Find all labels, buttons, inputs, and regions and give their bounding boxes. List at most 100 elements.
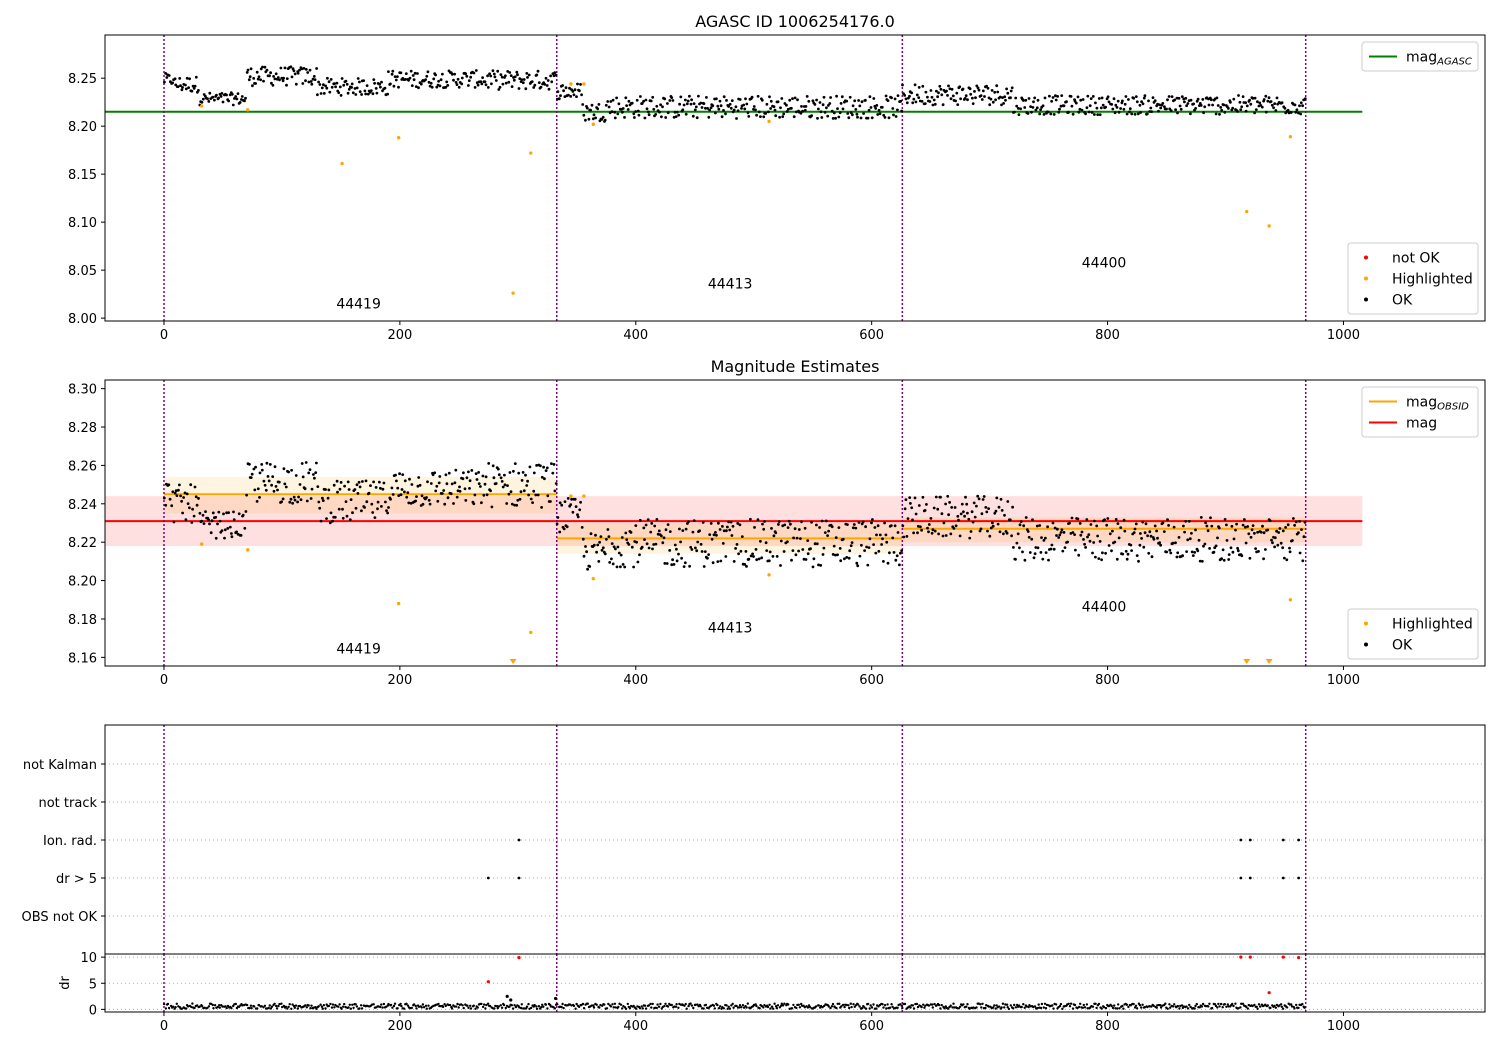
panel-estimates-ok-point	[1183, 530, 1186, 534]
panel-dr-point	[355, 1005, 359, 1008]
panel-estimates-ok-point	[668, 549, 672, 552]
panel-mag-ok-point	[851, 104, 855, 108]
panel-estimates-ok-point	[1142, 545, 1146, 549]
panel-dr-point	[1138, 1004, 1142, 1007]
panel-dr-point	[263, 1004, 267, 1007]
panel-estimates-ok-point	[1244, 525, 1247, 529]
panel-estimates-ok-point	[747, 557, 751, 561]
panel-dr-point	[1259, 1005, 1262, 1008]
panel-mag-ok-point	[269, 71, 272, 75]
panel-estimates-ok-point	[880, 543, 883, 546]
panel-mag-ok-point	[1014, 96, 1018, 100]
panel-estimates-ok-point	[801, 548, 805, 551]
panel-dr-point	[726, 1007, 729, 1010]
panel-dr-point	[354, 1003, 357, 1006]
panel-estimates-ok-point	[967, 517, 971, 521]
panel-mag-ok-point	[742, 103, 746, 107]
panel-mag-ok-point	[454, 81, 458, 84]
panel-dr-point	[1114, 1007, 1117, 1010]
panel-estimates-ok-point	[712, 533, 716, 537]
panel-mag-ok-point	[779, 106, 782, 110]
panel-estimates-ok-point	[867, 546, 871, 549]
panel-dr-point	[417, 1005, 421, 1008]
panel-mag-ok-point	[498, 85, 502, 89]
panel-estimates-below-range-marker	[1265, 659, 1273, 664]
panel-dr-point	[817, 1004, 820, 1007]
panel-estimates-ok-point	[763, 520, 766, 523]
panel-mag-ok-point	[481, 76, 484, 79]
panel-mag-ok-point	[517, 87, 521, 90]
panel-mag-ok-point	[500, 75, 504, 79]
panel-mag-ok-point	[926, 95, 929, 99]
panel-estimates-ok-point	[1066, 540, 1069, 544]
panel-mag-ok-point	[831, 117, 835, 120]
panel-dr-point	[1097, 1002, 1101, 1006]
panel-estimates-ok-point	[1139, 532, 1142, 535]
panel-estimates-ok-point	[1098, 540, 1102, 543]
panel-estimates-ok-point	[644, 523, 648, 527]
panel-mag-ok-point	[920, 99, 924, 103]
panel-mag-ok-point	[309, 80, 313, 83]
panel-mag-highlighted-point	[529, 151, 533, 155]
panel-estimates-ok-point	[1036, 546, 1040, 550]
panel-estimates-ok-point	[1293, 523, 1296, 527]
panel-estimates-ok-point	[1297, 531, 1300, 535]
panel-estimates-ok-point	[473, 493, 477, 497]
panel-estimates-ok-point	[443, 502, 447, 506]
panel-mag-ok-point	[206, 97, 209, 101]
panel-mag-ok-point	[755, 113, 758, 117]
panel-estimates-ok-point	[358, 485, 362, 489]
panel-estimates-ok-point	[603, 552, 607, 556]
panel-estimates-ok-point	[397, 494, 401, 497]
panel-mag-ok-point	[734, 105, 738, 109]
panel-mag-ok-point	[1147, 99, 1150, 103]
panel-mag-ok-point	[1239, 108, 1243, 111]
panel-estimates-ok-point	[809, 547, 812, 551]
panel-estimates-ok-point	[1240, 554, 1244, 558]
panel-estimates-ok-point	[838, 547, 842, 550]
panel-dr-point	[1171, 1005, 1175, 1008]
panel-mag-ok-point	[607, 105, 611, 109]
panel-estimates-ok-point	[483, 482, 487, 486]
panel-estimates-ok-point	[987, 507, 990, 510]
panel-estimates-ok-point	[999, 497, 1003, 501]
panel-estimates-ok-point	[1132, 531, 1136, 534]
panel-mag-ok-point	[1091, 95, 1095, 98]
panel-estimates-ok-point	[1193, 551, 1197, 554]
panel-mag-ok-point	[711, 104, 715, 108]
panel-estimates-ok-point	[606, 528, 610, 531]
panel-estimates-ok-point	[875, 533, 878, 537]
panel-mag-ok-point	[632, 112, 636, 116]
panel-estimates-ok-point	[731, 524, 735, 528]
panel-estimates-ok-point	[933, 529, 937, 533]
panel-mag-ok-point	[685, 102, 689, 106]
panel-estimates-ok-point	[167, 483, 171, 487]
panel-estimates-ok-point	[1130, 549, 1133, 552]
panel-dr-point	[1043, 1002, 1047, 1005]
panel-dr-point	[1001, 1002, 1005, 1005]
panel-mag-ok-point	[781, 115, 785, 118]
panel-estimates-ok-point	[777, 523, 780, 526]
panel-mag-ok-point	[428, 84, 432, 88]
panel-mag-ok-point	[936, 95, 939, 99]
panel-estimates-ok-point	[400, 488, 404, 491]
panel-mag-ok-point	[568, 86, 571, 90]
panel-estimates-ok-point	[1085, 518, 1089, 521]
panel-estimates-ok-point	[313, 476, 316, 480]
panel-dr-point	[1281, 1007, 1285, 1010]
panel-estimates-ok-point	[395, 479, 398, 483]
panel-estimates-ok-point	[544, 469, 548, 472]
panel-dr-point	[768, 1003, 771, 1006]
panel-mag-ok-point	[1046, 110, 1050, 114]
panel-estimates-legend-box	[1347, 608, 1479, 660]
panel-mag-ok-point	[699, 101, 703, 105]
panel-estimates-ok-point	[927, 530, 930, 534]
panel-estimates-ok-point	[449, 492, 453, 496]
panel-mag-legend-dot-marker	[1364, 297, 1368, 302]
panel-dr-point	[218, 1006, 221, 1009]
panel-dr-point	[1179, 1004, 1182, 1008]
panel-estimates-ok-point	[264, 488, 268, 492]
panel-mag-ok-point	[722, 109, 725, 112]
panel-mag-ok-point	[164, 72, 168, 75]
panel-estimates-ok-point	[888, 551, 891, 555]
